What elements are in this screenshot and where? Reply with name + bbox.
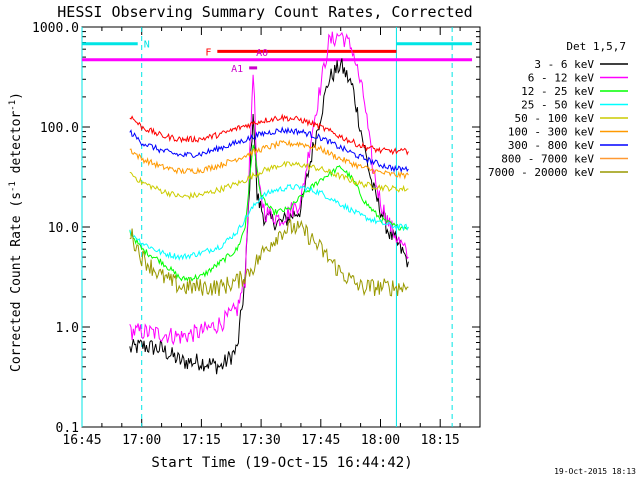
series-line <box>129 219 409 297</box>
y-tick-label: 1000.0 <box>32 21 79 36</box>
x-tick-label: 17:30 <box>242 433 281 448</box>
a0-label: A0 <box>256 48 268 59</box>
series-lines <box>129 31 409 375</box>
timestamp: 19-Oct-2015 18:13 <box>554 467 636 476</box>
series-line <box>129 126 409 173</box>
y-tick-label: 100.0 <box>40 121 79 136</box>
a1-label: A1 <box>231 64 243 75</box>
flag-annotations: N F A0 A1 <box>82 40 473 75</box>
x-tick-label: 17:00 <box>122 433 161 448</box>
series-line <box>129 139 409 180</box>
x-axis-label: Start Time (19-Oct-15 16:44:42) <box>151 455 412 471</box>
series-line <box>129 144 409 282</box>
legend-title: Det 1,5,7 <box>566 40 626 53</box>
legend-entry-label: 7000 - 20000 keV <box>488 166 594 179</box>
legend-entry-label: 50 - 100 keV <box>515 112 595 125</box>
legend-entry-label: 12 - 25 keV <box>521 85 594 98</box>
vertical-markers <box>81 27 453 427</box>
x-tick-label: 17:45 <box>301 433 340 448</box>
y-tick-labels: 0.1 1.0 10.0 100.0 1000.0 <box>32 21 79 436</box>
y-axis-label-part-2: detector <box>9 111 24 182</box>
night-label: N <box>144 40 150 51</box>
y-axis-label-part-3: ) <box>9 92 24 100</box>
x-tick-labels: 16:45 17:00 17:15 17:30 17:45 18:00 18:15 <box>62 433 459 448</box>
legend-entry-label: 300 - 800 keV <box>508 139 594 152</box>
x-tick-label: 17:15 <box>182 433 221 448</box>
series-line <box>129 160 409 200</box>
legend-entry-label: 3 - 6 keV <box>534 58 594 71</box>
y-tick-label: 10.0 <box>48 221 79 236</box>
series-line <box>129 183 409 261</box>
series-line <box>129 31 409 346</box>
y-tick-label: 1.0 <box>56 321 79 336</box>
legend-entry-label: 100 - 300 keV <box>508 126 594 139</box>
y-axis-label: Corrected Count Rate (s-1 detector-1) <box>8 92 24 372</box>
chart-title: HESSI Observing Summary Count Rates, Cor… <box>57 3 472 21</box>
y-tick-label: 0.1 <box>56 421 79 436</box>
legend-entry-label: 800 - 7000 keV <box>501 153 594 166</box>
y-axis-label-part-1: Corrected Count Rate (s <box>9 192 24 372</box>
legend-entry-label: 25 - 50 keV <box>521 99 594 112</box>
y-axis-label-sup-1: -1 <box>8 181 18 192</box>
series-line <box>129 58 409 375</box>
y-axis-label-sup-2: -1 <box>8 100 18 111</box>
flare-label: F <box>205 47 211 58</box>
x-tick-label: 18:00 <box>361 433 400 448</box>
legend-entry-label: 6 - 12 keV <box>528 72 595 85</box>
x-tick-label: 16:45 <box>62 433 101 448</box>
series-line <box>129 113 409 156</box>
x-tick-label: 18:15 <box>421 433 460 448</box>
